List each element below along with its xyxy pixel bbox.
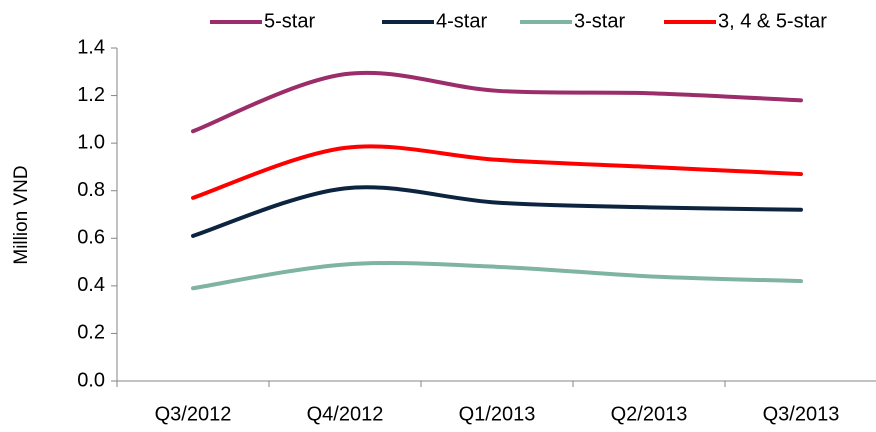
series-line [191, 144, 803, 200]
x-tick-label: Q2/2013 [611, 403, 688, 425]
y-tick-label: 0.6 [77, 227, 105, 249]
legend-label: 4-star [436, 10, 487, 32]
series-line [191, 185, 803, 238]
legend-label: 3, 4 & 5-star [718, 10, 827, 32]
y-tick-label: 1.0 [77, 131, 105, 153]
legend-label: 5-star [264, 10, 315, 32]
series-line [191, 70, 803, 134]
x-tick-label: Q4/2012 [307, 403, 384, 425]
y-tick-label: 0.4 [77, 274, 105, 296]
x-tick-label: Q3/2012 [155, 403, 232, 425]
y-tick-label: 1.2 [77, 84, 105, 106]
y-axis-label: Million VND [11, 165, 32, 264]
series-line [191, 261, 803, 291]
y-tick-label: 1.4 [77, 36, 105, 58]
x-tick-label: Q1/2013 [459, 403, 536, 425]
x-tick-label: Q3/2013 [763, 403, 840, 425]
y-tick-label: 0.0 [77, 369, 105, 391]
y-tick-label: 0.8 [77, 179, 105, 201]
legend-label: 3-star [574, 10, 625, 32]
y-tick-label: 0.2 [77, 322, 105, 344]
